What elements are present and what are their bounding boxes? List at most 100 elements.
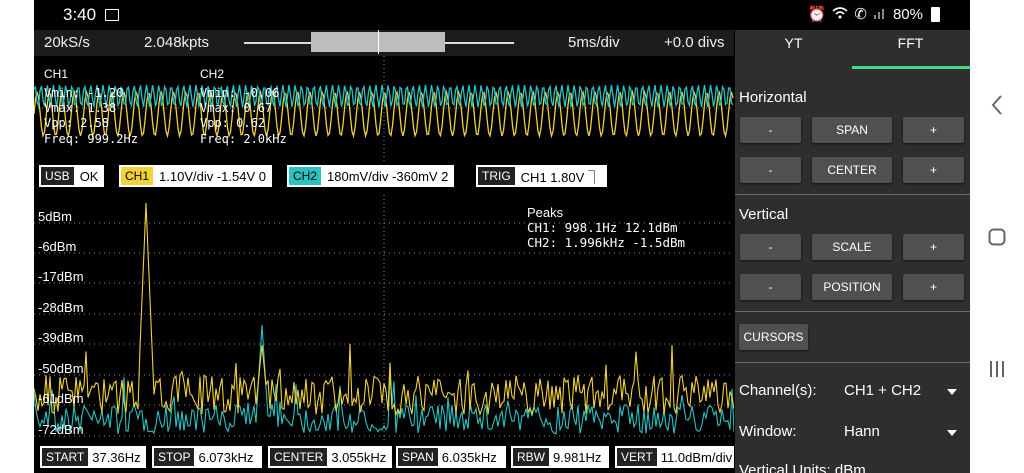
ch2-vmin: Vmin: -0.06 — [200, 86, 280, 100]
android-navigation-bar — [970, 0, 1024, 473]
horizontal-section-title: Horizontal — [739, 89, 807, 106]
alarm-icon: ⏰ — [807, 6, 827, 23]
center-decrease-button[interactable]: - — [740, 157, 801, 183]
fft-spectrum-view[interactable]: 5dBm -6dBm -17dBm -28dBm -39dBm -50dBm -… — [34, 195, 734, 441]
fft-y-label: -6dBm — [38, 239, 77, 254]
ch1-frequency: Freq: 999.2Hz — [44, 132, 138, 146]
record-length: 2.048kpts — [144, 34, 210, 51]
scale-button[interactable]: SCALE — [812, 234, 892, 260]
position-increase-button[interactable]: + — [903, 274, 964, 300]
ch2-vmax: Vmax: 0.67 — [200, 101, 273, 115]
trigger-time-marker — [378, 30, 379, 54]
ch1-settings-value: 1.10V/div -1.54V 0 — [159, 168, 266, 184]
peaks-title: Peaks — [527, 205, 564, 220]
center-increase-button[interactable]: + — [903, 157, 964, 183]
chevron-down-icon — [947, 430, 957, 436]
timebase: 5ms/div — [568, 34, 620, 51]
span-button[interactable]: SPAN — [812, 117, 892, 143]
scale-increase-button[interactable]: + — [903, 234, 964, 260]
window-label: Window: — [739, 423, 797, 440]
fft-y-label: 5dBm — [38, 209, 72, 224]
yt-waveform-view[interactable]: CH1 Vmin: -1.20 Vmax: 1.38 Vpp: 2.58 Fre… — [34, 56, 734, 161]
acquisition-info-bar: 20kS/s 2.048kpts 5ms/div +0.0 divs — [34, 30, 734, 56]
divider — [735, 311, 970, 312]
gallery-notification-icon — [105, 9, 119, 21]
span-frequency-badge[interactable]: SPAN 6.035kHz — [396, 446, 506, 468]
home-icon[interactable] — [988, 228, 1006, 251]
span-frequency-value: 6.035kHz — [441, 449, 497, 465]
center-frequency-badge[interactable]: CENTER 3.055kHz — [268, 446, 392, 468]
control-panel: YT FFT Horizontal - SPAN + - CENTER + Ve… — [735, 30, 970, 473]
trigger-settings-badge[interactable]: TRIG CH1 1.80V ⏋ — [476, 165, 607, 187]
trig-tag: TRIG — [478, 167, 515, 185]
sample-rate: 20kS/s — [44, 34, 90, 51]
start-frequency-badge[interactable]: START 37.36Hz — [40, 446, 146, 468]
start-tag: START — [42, 448, 89, 466]
divider — [735, 194, 970, 195]
peaks-readout: Peaks CH1: 998.1Hz 12.1dBm CH2: 1.996kHz… — [527, 205, 685, 250]
ch2-tag: CH2 — [289, 167, 322, 185]
start-frequency-value: 37.36Hz — [92, 449, 141, 465]
ch1-vmin: Vmin: -1.20 — [44, 86, 124, 100]
vert-tag: VERT — [617, 448, 657, 466]
ch1-spectrum — [34, 202, 734, 417]
ch1-measure-label: CH1 — [44, 67, 69, 81]
ch1-vpp: Vpp: 2.58 — [44, 116, 110, 130]
ch2-measure-label: CH2 — [200, 67, 225, 81]
recent-apps-icon[interactable] — [988, 360, 1006, 383]
battery-level: 80% — [892, 5, 923, 23]
call-icon: ✆ — [854, 6, 867, 23]
usb-status-badge[interactable]: USB OK — [39, 165, 105, 187]
fft-y-label: -39dBm — [38, 330, 84, 345]
usb-status-value: OK — [79, 168, 99, 184]
fft-y-label: -72dBm — [38, 422, 84, 437]
ch2-waveform — [34, 84, 734, 108]
chevron-down-icon — [947, 389, 957, 395]
fft-parameter-bar: START 37.36Hz STOP 6.073kHz CENTER 3.055… — [34, 443, 734, 473]
ch2-peak: CH2: 1.996kHz -1.5dBm — [527, 235, 686, 250]
fft-y-label: -28dBm — [38, 300, 84, 315]
oscilloscope-display[interactable]: 20kS/s 2.048kpts 5ms/div +0.0 divs CH1 V… — [34, 30, 734, 473]
tab-yt[interactable]: YT — [784, 35, 803, 51]
stop-tag: STOP — [154, 448, 195, 466]
usb-tag: USB — [41, 167, 74, 185]
cursors-button[interactable]: CURSORS — [739, 324, 808, 350]
position-decrease-button[interactable]: - — [740, 274, 801, 300]
phone-screen: 3:40 ⏰ ✆ 80% 20kS/s 2.048kpts 5ms/div +0… — [34, 0, 970, 473]
ch2-spectrum — [34, 324, 734, 435]
channels-label: Channel(s): — [739, 382, 817, 399]
vertical-section-title: Vertical — [739, 206, 789, 223]
span-increase-button[interactable]: + — [903, 117, 964, 143]
back-icon[interactable] — [990, 94, 1004, 121]
status-time: 3:40 — [63, 5, 97, 24]
position-button[interactable]: POSITION — [812, 274, 892, 300]
active-tab-indicator — [852, 66, 970, 69]
yt-waveform-canvas — [34, 56, 734, 161]
ch1-peak: CH1: 998.1Hz 12.1dBm — [527, 220, 678, 235]
center-button[interactable]: CENTER — [812, 157, 892, 183]
tab-fft[interactable]: FFT — [897, 35, 924, 51]
stop-frequency-value: 6.073kHz — [198, 449, 254, 465]
wifi-icon — [832, 6, 848, 23]
rbw-badge[interactable]: RBW 9.981Hz — [511, 446, 609, 468]
fft-y-label: -50dBm — [38, 361, 84, 376]
rbw-tag: RBW — [513, 448, 549, 466]
trigger-settings-value: CH1 1.80V ⏋ — [520, 169, 601, 185]
horizontal-delay: +0.0 divs — [664, 34, 725, 51]
scale-decrease-button[interactable]: - — [740, 234, 801, 260]
center-frequency-value: 3.055kHz — [331, 449, 387, 465]
center-tag: CENTER — [270, 448, 328, 466]
vertical-units-dropdown[interactable]: Vertical Units: dBm — [739, 462, 866, 473]
battery-icon — [931, 6, 940, 22]
stop-frequency-badge[interactable]: STOP 6.073kHz — [152, 446, 262, 468]
span-tag: SPAN — [398, 448, 438, 466]
ch1-settings-badge[interactable]: CH1 1.10V/div -1.54V 0 — [119, 165, 272, 187]
vertical-scale-value: 11.0dBm/div — [660, 449, 733, 465]
ch2-settings-badge[interactable]: CH2 180mV/div -360mV 2 — [287, 165, 455, 187]
rbw-value: 9.981Hz — [553, 449, 602, 465]
channels-value: CH1 + CH2 — [844, 382, 922, 399]
channel-status-badges: USB OK CH1 1.10V/div -1.54V 0 CH2 180mV/… — [34, 165, 734, 189]
span-decrease-button[interactable]: - — [740, 117, 801, 143]
vertical-scale-badge[interactable]: VERT 11.0dBm/div — [615, 446, 734, 468]
divider — [735, 362, 970, 363]
